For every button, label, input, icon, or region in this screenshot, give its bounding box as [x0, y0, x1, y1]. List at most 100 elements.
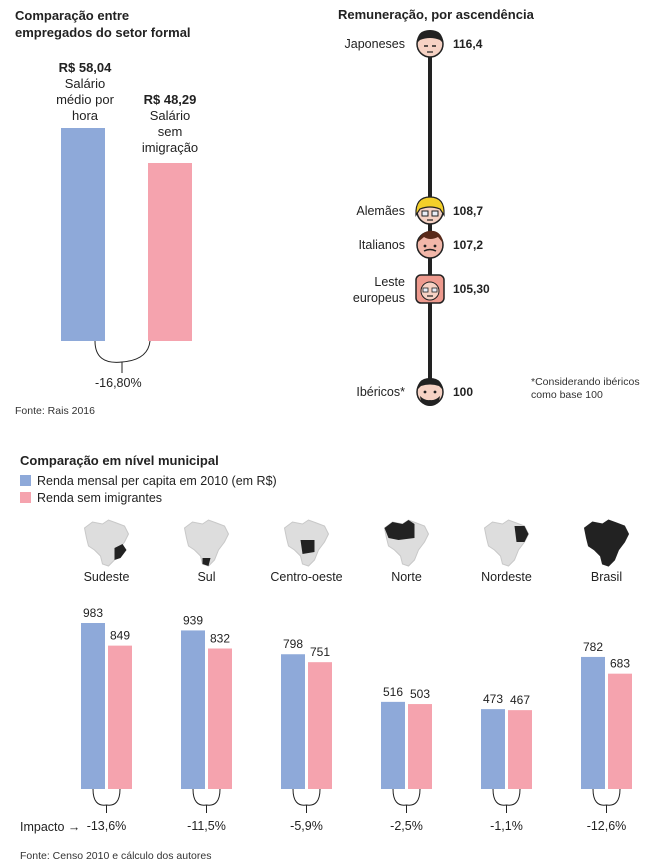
ancestry-value-japoneses: 116,4 — [453, 37, 483, 51]
bar-salario-sem-imigracao — [148, 163, 192, 341]
bar-norte-renda — [381, 701, 405, 789]
impact-value-nordeste: -1,1% — [490, 819, 523, 833]
impact-bracket-norte — [392, 788, 421, 806]
japanese-face-icon — [416, 30, 444, 58]
map-norte-icon — [383, 519, 430, 567]
bar-sudeste-renda — [81, 623, 105, 789]
bar-nordeste-sem-imigrantes — [508, 710, 532, 789]
italian-face-icon — [416, 230, 444, 259]
value-label-nordeste-sem-imigrantes: 467 — [510, 693, 530, 707]
value-label-sul-renda: 939 — [183, 613, 203, 627]
value-label-norte-renda: 516 — [383, 685, 403, 699]
panel2-title: Remuneração, por ascendência — [338, 7, 534, 22]
ancestry-name-leste-europeus: Leste europeus — [300, 274, 405, 306]
legend-label-renda: Renda mensal per capita em 2010 (em R$) — [37, 473, 277, 488]
ancestry-name-leste-line2: europeus — [352, 291, 405, 305]
region-label-sudeste: Sudeste — [84, 570, 130, 584]
map-nordeste-icon — [483, 519, 530, 567]
panel1-source: Fonte: Rais 2016 — [15, 405, 95, 417]
value-label-centro-oeste-sem-imigrantes: 751 — [310, 645, 330, 659]
iberian-face-icon — [416, 378, 444, 406]
bar-sudeste-sem-imigrantes — [108, 645, 132, 789]
value-label-brasil-sem-imigrantes: 683 — [610, 657, 630, 671]
value-label-sul-sem-imigrantes: 832 — [210, 631, 230, 645]
bar-sul-sem-imigrantes — [208, 648, 232, 789]
panel2-note-line2: como base 100 — [531, 389, 603, 401]
legend-swatch-blue — [20, 475, 31, 486]
impact-bracket-sul — [192, 788, 221, 806]
map-sul-icon — [183, 519, 230, 567]
impact-bracket-sudeste — [92, 788, 121, 806]
panel3-chart: Sudeste 983 849 -13,6% Sul 939 832 -11,5% Centro… — [81, 519, 632, 833]
ancestry-name-ibericos: Ibéricos* — [356, 385, 405, 399]
ancestry-name-italianos: Italianos — [358, 238, 405, 252]
german-face-icon — [415, 196, 445, 225]
panel1-diff-label: -16,80% — [95, 376, 142, 390]
bar2-desc3: imigração — [141, 140, 199, 155]
ancestry-value-alemaes: 108,7 — [453, 204, 484, 218]
impact-label: Impacto → — [20, 820, 81, 834]
impact-bracket-brasil — [592, 788, 621, 806]
panel2-chart — [415, 30, 445, 406]
panel2-note-line1: *Considerando ibéricos — [531, 376, 640, 388]
panel1-title-line2: empregados do setor formal — [15, 25, 191, 40]
ancestry-value-italianos: 107,2 — [453, 238, 484, 252]
ancestry-value-leste-europeus: 105,30 — [453, 282, 490, 296]
ancestry-name-japoneses: Japoneses — [344, 37, 405, 51]
panel2-note: *Considerando ibéricos como base 100 — [531, 376, 640, 402]
panel3-source: Fonte: Censo 2010 e cálculo dos autores — [20, 850, 212, 862]
region-label-brasil: Brasil — [591, 570, 622, 584]
bar1-label: R$ 58,04 Salário médio por hora — [40, 60, 130, 124]
region-label-norte: Norte — [391, 570, 422, 584]
ancestry-name-leste-line1: Leste — [374, 275, 405, 289]
panel1-title: Comparação entre empregados do setor for… — [15, 7, 191, 41]
panel3-title: Comparação em nível municipal — [20, 453, 219, 468]
ancestry-value-ibericos: 100 — [453, 385, 474, 399]
panel1-chart — [61, 128, 192, 373]
legend-item-renda: Renda mensal per capita em 2010 (em R$) — [20, 472, 277, 489]
legend-swatch-pink — [20, 492, 31, 503]
impact-value-brasil: -12,6% — [587, 819, 627, 833]
panel1-diff-bracket — [94, 340, 151, 363]
bar2-desc1: Salário — [149, 108, 191, 123]
region-label-sul: Sul — [197, 570, 215, 584]
map-centro-oeste-icon — [283, 519, 330, 567]
impact-bracket-centro-oeste — [292, 788, 321, 806]
bar2-desc2: sem — [157, 124, 183, 139]
impact-bracket-nordeste — [492, 788, 521, 806]
impact-value-sul: -11,5% — [187, 819, 226, 833]
value-label-sudeste-renda: 983 — [83, 606, 103, 620]
map-sudeste-icon — [83, 519, 130, 567]
bar1-desc1: Salário — [64, 76, 106, 91]
panel1-title-line1: Comparação entre — [15, 8, 130, 23]
value-label-centro-oeste-renda: 798 — [283, 637, 303, 651]
bar-sul-renda — [181, 630, 205, 789]
impact-value-centro-oeste: -5,9% — [290, 819, 323, 833]
bar1-desc3: hora — [71, 108, 99, 123]
map-brasil-icon — [583, 519, 630, 567]
bar-salario-medio — [61, 128, 105, 341]
bar-brasil-renda — [581, 656, 605, 789]
bar-centro-oeste-renda — [281, 654, 305, 789]
legend-item-sem-imigrantes: Renda sem imigrantes — [20, 489, 277, 506]
impact-value-sudeste: -13,6% — [87, 819, 127, 833]
bar1-desc2: médio por — [56, 92, 114, 107]
bar1-value-label: R$ 58,04 — [58, 60, 112, 75]
value-label-nordeste-renda: 473 — [483, 692, 503, 706]
bar-norte-sem-imigrantes — [408, 704, 432, 789]
region-label-centro-oeste: Centro-oeste — [270, 570, 342, 584]
eastern-european-face-icon — [415, 274, 445, 304]
value-label-sudeste-sem-imigrantes: 849 — [110, 629, 130, 643]
bar-nordeste-renda — [481, 709, 505, 789]
value-label-norte-sem-imigrantes: 503 — [410, 687, 430, 701]
ancestry-name-alemaes: Alemães — [356, 204, 405, 218]
bar-centro-oeste-sem-imigrantes — [308, 662, 332, 789]
value-label-brasil-renda: 782 — [583, 640, 603, 654]
bar-brasil-sem-imigrantes — [608, 673, 632, 789]
bar2-label: R$ 48,29 Salário sem imigração — [125, 92, 215, 156]
legend-label-sem-imigrantes: Renda sem imigrantes — [37, 490, 163, 505]
region-label-nordeste: Nordeste — [481, 570, 532, 584]
bar2-value-label: R$ 48,29 — [143, 92, 197, 107]
impact-value-norte: -2,5% — [390, 819, 423, 833]
panel3-legend: Renda mensal per capita em 2010 (em R$) … — [20, 472, 277, 506]
